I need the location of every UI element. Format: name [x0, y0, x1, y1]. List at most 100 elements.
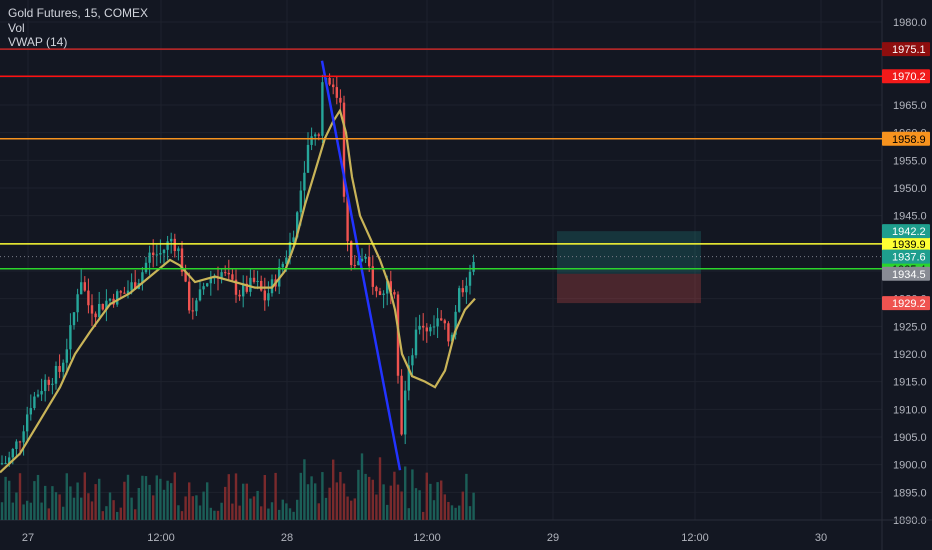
volume-bar — [364, 473, 367, 520]
level-price-tag-bg — [882, 236, 930, 251]
volume-bar — [209, 507, 212, 520]
volume-bar — [339, 471, 342, 520]
position-stop-zone[interactable] — [557, 273, 701, 304]
candle-body — [296, 212, 299, 238]
volume-bar — [137, 487, 140, 520]
volume-bar — [242, 483, 245, 520]
volume-bar — [386, 504, 389, 520]
volume-bar — [155, 475, 158, 520]
volume-bar — [69, 486, 72, 520]
candle-body — [177, 248, 180, 252]
x-tick-label: 12:00 — [147, 532, 175, 544]
volume-bar — [270, 502, 274, 520]
price-tag-bg — [882, 266, 930, 281]
volume-bar — [458, 505, 461, 520]
x-tick-label: 28 — [281, 532, 293, 544]
volume-bar — [40, 502, 43, 520]
candle-body — [378, 291, 382, 296]
volume-bar — [80, 497, 83, 520]
candle-body — [162, 249, 166, 254]
candle-body — [231, 274, 234, 280]
y-tick-label: 1900.0 — [893, 460, 927, 472]
candle-body — [263, 290, 266, 301]
volume-bar — [306, 484, 310, 520]
volume-bar — [461, 491, 464, 520]
candle-body — [339, 97, 342, 103]
volume-bar — [328, 487, 331, 520]
symbol-title[interactable]: Gold Futures, 15, COMEX — [8, 6, 149, 20]
volume-bar — [317, 503, 320, 520]
volume-bar — [393, 471, 396, 520]
candle-body — [58, 365, 61, 372]
volume-bar — [188, 482, 191, 520]
volume-bar — [357, 469, 360, 520]
candle-body — [468, 271, 472, 286]
volume-bar — [180, 511, 184, 520]
volume-bar — [90, 501, 94, 520]
candle-body — [206, 283, 209, 287]
candle-body — [144, 262, 148, 273]
candle-body — [288, 241, 292, 258]
candle-body — [285, 257, 288, 264]
candle-body — [364, 256, 367, 259]
candle-body — [130, 282, 133, 291]
volume-bar — [94, 484, 97, 520]
candle-body — [393, 292, 396, 295]
position-target-zone[interactable] — [557, 231, 701, 274]
candle-body — [72, 312, 76, 326]
volume-bar — [274, 472, 277, 520]
candle-body — [11, 448, 14, 458]
volume-bar — [252, 496, 256, 520]
candle-body — [407, 365, 410, 391]
volume-bar — [238, 505, 241, 520]
vwap-line — [0, 107, 476, 474]
volume-bar — [177, 505, 180, 520]
price-tag: 1929.2 — [892, 298, 926, 310]
price-tag-bg — [882, 249, 930, 264]
price-tag: 1942.2 — [892, 226, 926, 238]
candle-body — [173, 238, 176, 252]
volume-bar — [468, 506, 472, 520]
volume-bar — [119, 507, 122, 520]
volume-bar — [166, 480, 169, 520]
y-tick-label: 1890.0 — [893, 515, 927, 527]
volume-bar — [216, 510, 220, 520]
y-tick-label: 1980.0 — [893, 17, 927, 29]
volume-bar — [332, 459, 335, 520]
candle-body — [90, 305, 94, 314]
candle-body — [299, 190, 302, 213]
volume-bar — [299, 472, 302, 520]
candle-body — [418, 325, 421, 330]
volume-bar — [65, 473, 68, 520]
volume-bar — [159, 478, 162, 520]
candle-body — [432, 326, 436, 328]
candle-body — [36, 394, 40, 397]
candle-body — [101, 303, 104, 310]
trend-line[interactable] — [320, 60, 402, 471]
volume-bar — [234, 473, 238, 520]
candle-body — [292, 237, 295, 242]
candle-body — [62, 362, 65, 372]
candle-body — [195, 300, 198, 312]
volume-bar — [407, 508, 410, 520]
volume-bar — [206, 482, 209, 520]
volume-bar — [249, 498, 252, 520]
y-tick-label: 1945.0 — [893, 211, 927, 223]
candle-body — [454, 311, 457, 335]
volume-bar — [425, 472, 428, 520]
volume-bar — [148, 484, 151, 520]
volume-bar — [411, 469, 414, 520]
volume-bar — [162, 489, 166, 520]
vwap-indicator-label[interactable]: VWAP (14) — [8, 35, 68, 49]
level-price-tag-bg — [882, 69, 930, 84]
volume-indicator-label[interactable]: Vol — [8, 20, 25, 35]
candle-body — [447, 323, 450, 342]
volume-bar — [76, 482, 79, 520]
candle-body — [108, 298, 112, 301]
candle-body — [26, 414, 29, 432]
volume-bar — [191, 496, 194, 520]
volume-bar — [8, 480, 11, 520]
volume-bar — [98, 478, 101, 520]
candle-body — [360, 258, 364, 262]
